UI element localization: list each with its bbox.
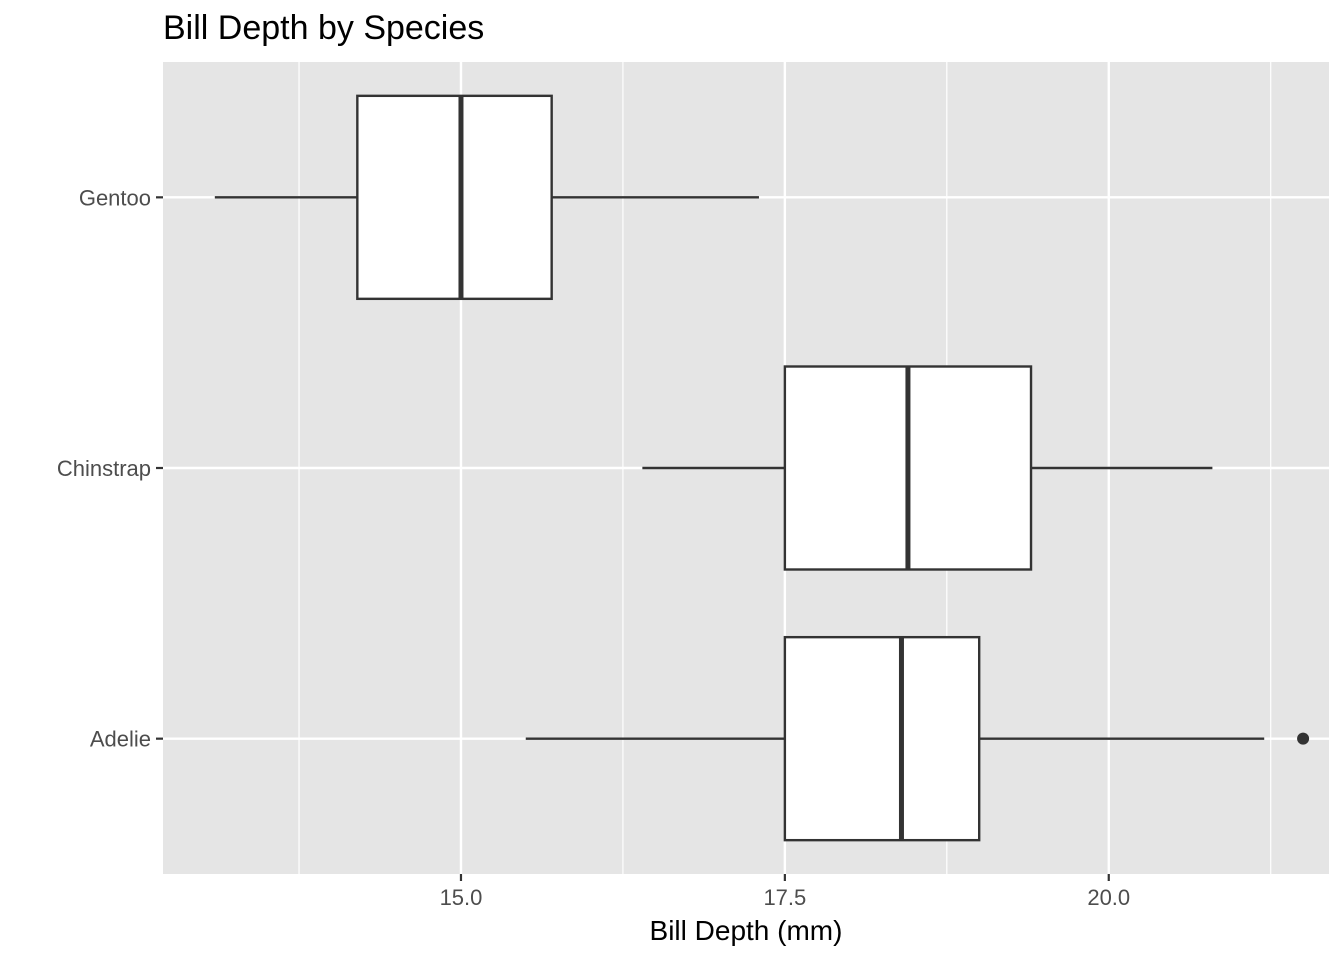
box-iqr: [356, 94, 553, 301]
box-gentoo: [214, 94, 759, 301]
box-adelie: [525, 635, 1310, 842]
box-chinstrap: [642, 365, 1213, 571]
y-tick-label: Adelie: [90, 727, 151, 752]
chart-title: Bill Depth by Species: [163, 9, 484, 47]
y-tick-label: Chinstrap: [57, 456, 151, 481]
x-axis-title: Bill Depth (mm): [650, 915, 843, 946]
boxes-layer: [214, 94, 1310, 842]
x-tick-label: 17.5: [763, 885, 806, 910]
x-tick-label: 15.0: [440, 885, 483, 910]
x-tick-label: 20.0: [1087, 885, 1130, 910]
y-axis: Adelie Chinstrap Gentoo: [57, 185, 163, 752]
y-tick-label: Gentoo: [79, 185, 151, 210]
x-axis: 15.0 17.5 20.0: [440, 874, 1130, 910]
outlier-point: [1297, 732, 1310, 745]
box-iqr: [783, 635, 981, 842]
